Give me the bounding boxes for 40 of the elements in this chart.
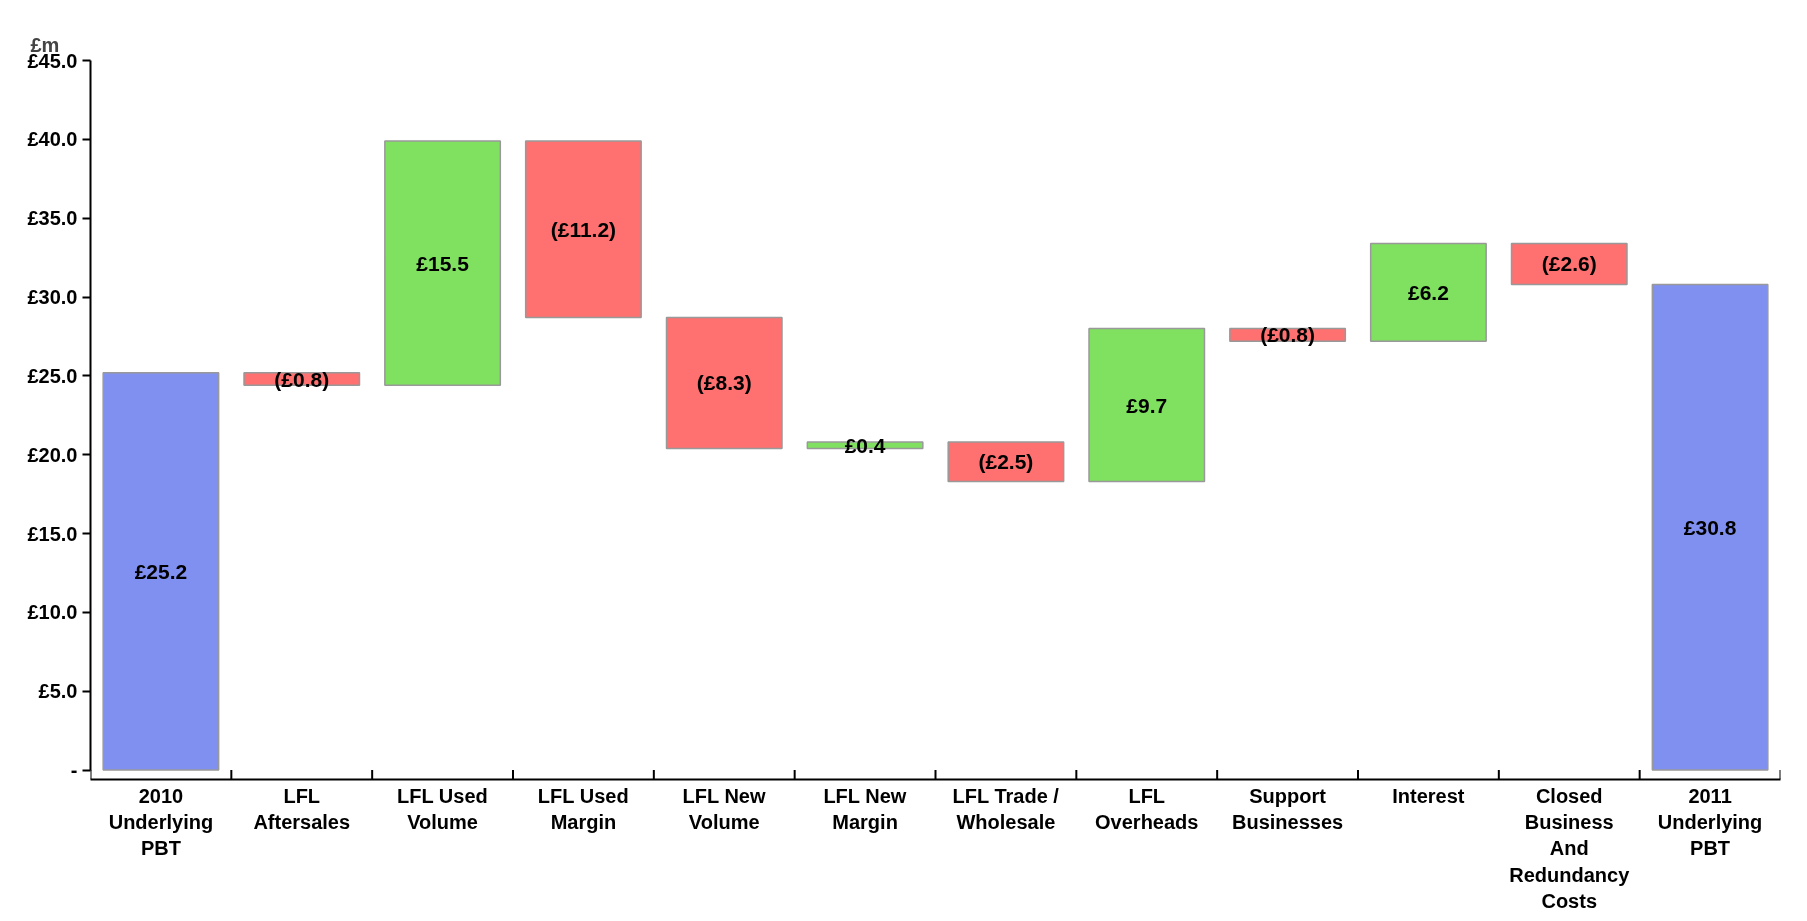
y-tick-label: £5.0 xyxy=(38,680,78,703)
x-tick-label: Support Businesses xyxy=(1232,784,1344,833)
x-tick-label: LFL New Volume xyxy=(682,784,766,833)
bar xyxy=(384,140,502,387)
x-tick-label: LFL Trade / Wholesale xyxy=(952,784,1060,833)
data-label: £25.2 xyxy=(134,559,188,583)
data-label: £6.2 xyxy=(1407,280,1449,304)
bar xyxy=(1369,242,1487,342)
data-label: (£2.5) xyxy=(978,450,1034,474)
bar xyxy=(524,140,642,319)
bar xyxy=(1088,327,1206,483)
y-tick-label: £10.0 xyxy=(27,601,78,624)
x-tick-label: LFL New Margin xyxy=(823,784,907,833)
data-label: £30.8 xyxy=(1683,515,1737,539)
data-label: £9.7 xyxy=(1126,393,1168,417)
y-tick-label: £30.0 xyxy=(27,286,78,309)
y-tick-label: £20.0 xyxy=(27,443,78,466)
data-label: (£2.6) xyxy=(1541,252,1597,276)
y-tick-label: - xyxy=(70,759,78,782)
x-tick-label: Interest xyxy=(1392,784,1465,807)
bar xyxy=(665,316,783,450)
y-tick-label: £40.0 xyxy=(27,128,78,151)
x-tick-label: LFL Aftersales xyxy=(253,784,351,833)
data-label: £15.5 xyxy=(416,251,470,275)
y-tick-label: £15.0 xyxy=(27,522,78,545)
y-tick-label: £25.0 xyxy=(27,364,78,387)
data-label: (£0.8) xyxy=(1260,323,1316,347)
bar xyxy=(102,371,220,771)
bar xyxy=(1651,283,1769,771)
x-tick-label: 2011 Underlying PBT xyxy=(1657,784,1763,860)
data-label: (£0.8) xyxy=(274,367,330,391)
data-label: (£11.2) xyxy=(550,217,617,241)
x-tick-label: LFL Used Margin xyxy=(537,784,629,833)
data-label: (£8.3) xyxy=(696,371,752,395)
y-tick-label: £35.0 xyxy=(27,207,78,230)
x-tick-label: 2010 Underlying PBT xyxy=(108,784,214,860)
bar xyxy=(947,441,1065,483)
x-tick-label: LFL Used Volume xyxy=(397,784,488,833)
x-tick-label: Closed Business And Redundancy Costs xyxy=(1509,784,1631,913)
x-tick-label: LFL Overheads xyxy=(1095,784,1199,833)
